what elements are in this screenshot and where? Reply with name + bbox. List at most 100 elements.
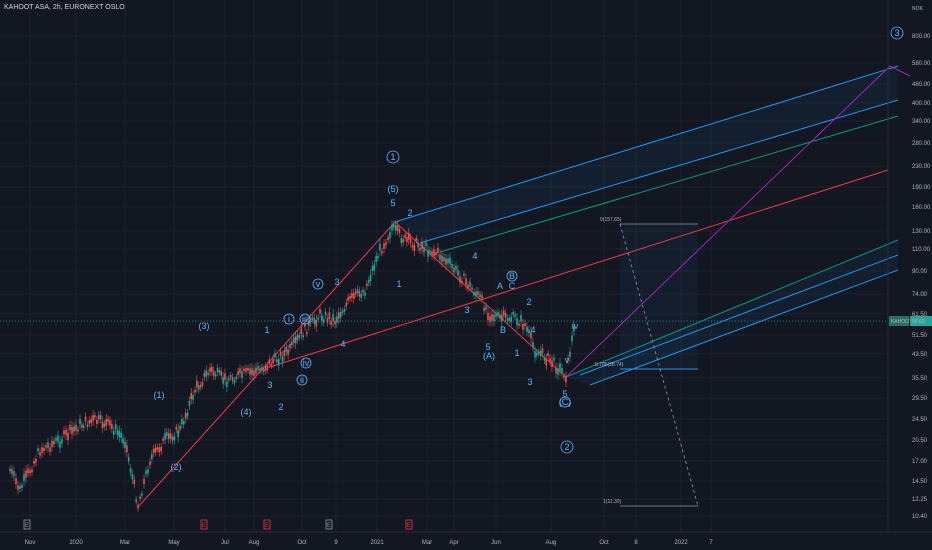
candle-body — [555, 367, 557, 374]
candle-body — [565, 376, 567, 383]
time-tick-label: 9 — [334, 540, 338, 546]
candle-body — [203, 373, 206, 377]
candle-body — [483, 307, 485, 311]
wave-label-circle — [296, 374, 308, 386]
candle-body — [17, 485, 19, 490]
candle-body — [383, 243, 385, 249]
candle-body — [175, 427, 178, 430]
candle-body — [137, 505, 139, 509]
time-tick-label: Oct — [599, 540, 609, 546]
wave-label: (5) — [388, 184, 399, 194]
candle-body — [283, 349, 286, 356]
candle-body — [11, 469, 13, 474]
price-tick-label: 17.00 — [912, 459, 928, 465]
candle-body — [249, 368, 251, 375]
candle-body — [364, 292, 366, 296]
candle-body — [294, 336, 297, 344]
candle-body — [435, 252, 437, 256]
time-tick-label: Mar — [120, 540, 130, 546]
candle-body — [463, 273, 465, 276]
candle-body — [71, 426, 73, 434]
candle-body — [205, 370, 208, 377]
candle-body — [573, 325, 575, 332]
candle-body — [59, 441, 61, 448]
candle-body — [111, 423, 113, 429]
candle-body — [391, 225, 393, 231]
candle-body — [114, 424, 117, 430]
candle-body — [81, 424, 83, 428]
time-tick-label: 2021 — [370, 540, 384, 546]
candle-body — [196, 380, 198, 388]
candle-body — [266, 365, 269, 370]
candle-body — [99, 414, 102, 420]
candle-body — [465, 278, 467, 285]
candle-body — [270, 363, 273, 366]
time-tick-label: Nov — [25, 540, 36, 546]
price-tick-label: 340.00 — [912, 119, 931, 125]
candle-body — [469, 282, 471, 287]
wave-label-circle — [506, 270, 518, 282]
time-tick-label: Jun — [491, 540, 501, 546]
time-tick-label: 7 — [709, 540, 713, 546]
candle-body — [162, 438, 164, 441]
candle-body — [292, 337, 295, 343]
wave-label: 2 — [278, 402, 283, 412]
candle-body — [433, 249, 435, 256]
price-tick-label: 130.00 — [912, 229, 931, 235]
time-axis[interactable]: Nov 2020 Mar May Jul Aug Oct 9 2021 Mar Apr Jun Aug O… — [0, 531, 932, 546]
wave-label: 1 — [264, 325, 269, 335]
price-tick-label: 110.00 — [912, 247, 931, 253]
candle-body — [332, 314, 334, 321]
wave-label: iv — [572, 321, 579, 331]
event-marker-box — [263, 519, 271, 530]
candle-body — [571, 335, 573, 342]
candle-body — [534, 351, 536, 358]
price-tick-label: 190.00 — [912, 185, 931, 191]
candle-body — [559, 363, 561, 371]
candle-body — [61, 438, 63, 444]
candle-body — [109, 420, 111, 426]
candle-body — [268, 359, 271, 364]
candle-body — [411, 244, 414, 248]
wave-label-circle — [312, 278, 324, 290]
candle-body — [97, 415, 100, 420]
candle-body — [324, 311, 327, 316]
candle-body — [9, 468, 11, 472]
candle-body — [235, 377, 238, 380]
candle-body — [237, 371, 239, 375]
last-price-value: 58.60 — [912, 319, 925, 325]
candle-body — [118, 430, 121, 438]
candle-body — [149, 461, 151, 466]
candle-body — [229, 375, 232, 378]
candle-body — [313, 318, 316, 324]
candle-body — [112, 430, 115, 435]
candle-body — [169, 433, 172, 439]
wave-label: 3 — [464, 305, 469, 315]
candle-body — [135, 499, 137, 503]
candle-body — [311, 317, 314, 320]
price-tick-label: 43.50 — [912, 352, 928, 358]
candle-body — [522, 323, 524, 330]
wave-label-circle — [283, 313, 295, 325]
candle-body — [127, 457, 130, 462]
event-marker: E — [407, 523, 411, 529]
pitchforks[interactable]: 0(157.65) 0.786(38.74) 1(11.30) — [0, 65, 911, 508]
candle-body — [510, 316, 513, 322]
wave-label: iv — [303, 358, 310, 368]
candle-body — [259, 368, 261, 371]
price-axis[interactable]: NOK 800.00 580.00 480.00 400.00 340.00 280.00 2… — [887, 0, 932, 532]
price-tick-label: 20.50 — [912, 438, 928, 444]
candle-body — [443, 257, 445, 262]
time-tick-label: Aug — [546, 540, 557, 546]
candle-body — [393, 224, 395, 228]
candle-body — [549, 358, 551, 362]
candle-body — [291, 341, 293, 346]
candle-body — [345, 302, 348, 307]
candle-body — [101, 421, 104, 429]
candle-body — [479, 294, 481, 297]
fork-lower-fill — [566, 240, 898, 385]
grid — [0, 0, 888, 532]
candle-body — [499, 314, 501, 319]
candle-body — [43, 447, 45, 452]
